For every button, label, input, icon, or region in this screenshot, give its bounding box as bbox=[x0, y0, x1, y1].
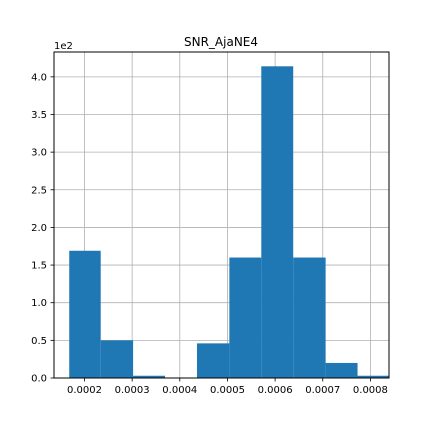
y-tick-label: 4.0 bbox=[31, 72, 47, 83]
y-axis-offset-label: 1e2 bbox=[54, 41, 73, 52]
x-tick-label: 0.0005 bbox=[210, 385, 245, 396]
x-tick-label: 0.0003 bbox=[115, 385, 150, 396]
y-tick-label: 1.0 bbox=[31, 298, 47, 309]
x-tick-label: 0.0008 bbox=[353, 385, 388, 396]
x-axis: 0.0002 0.0003 0.0004 0.0005 0.0006 0.0007 0.00… bbox=[67, 378, 388, 396]
x-tick-label: 0.0007 bbox=[305, 385, 340, 396]
y-tick-label: 1.5 bbox=[31, 261, 47, 272]
x-tick-label: 0.0004 bbox=[162, 385, 197, 396]
y-axis: 0.0 0.5 1.0 1.5 2.0 2.5 3.0 3.5 4.0 bbox=[31, 72, 54, 385]
bars bbox=[69, 66, 390, 379]
y-tick-label: 0.0 bbox=[31, 374, 47, 385]
histogram-bar bbox=[69, 250, 101, 378]
histogram-bar bbox=[133, 375, 166, 378]
x-tick-label: 0.0002 bbox=[67, 385, 102, 396]
y-tick-label: 2.5 bbox=[31, 185, 47, 196]
y-tick-label: 0.5 bbox=[31, 336, 47, 347]
histogram-bar bbox=[100, 340, 134, 378]
plot-frame bbox=[53, 51, 390, 379]
histogram-bar bbox=[325, 362, 358, 378]
histogram-bar bbox=[196, 343, 230, 378]
histogram-bar bbox=[261, 66, 294, 379]
histogram-bar bbox=[357, 375, 390, 378]
y-tick-label: 3.0 bbox=[31, 148, 47, 159]
y-tick-label: 2.0 bbox=[31, 223, 47, 234]
histogram-bar bbox=[293, 257, 326, 378]
histogram-bar bbox=[229, 257, 262, 378]
chart-title: SNR_AjaNE4 bbox=[184, 35, 258, 49]
y-tick-label: 3.5 bbox=[31, 110, 47, 121]
x-tick-label: 0.0006 bbox=[258, 385, 293, 396]
